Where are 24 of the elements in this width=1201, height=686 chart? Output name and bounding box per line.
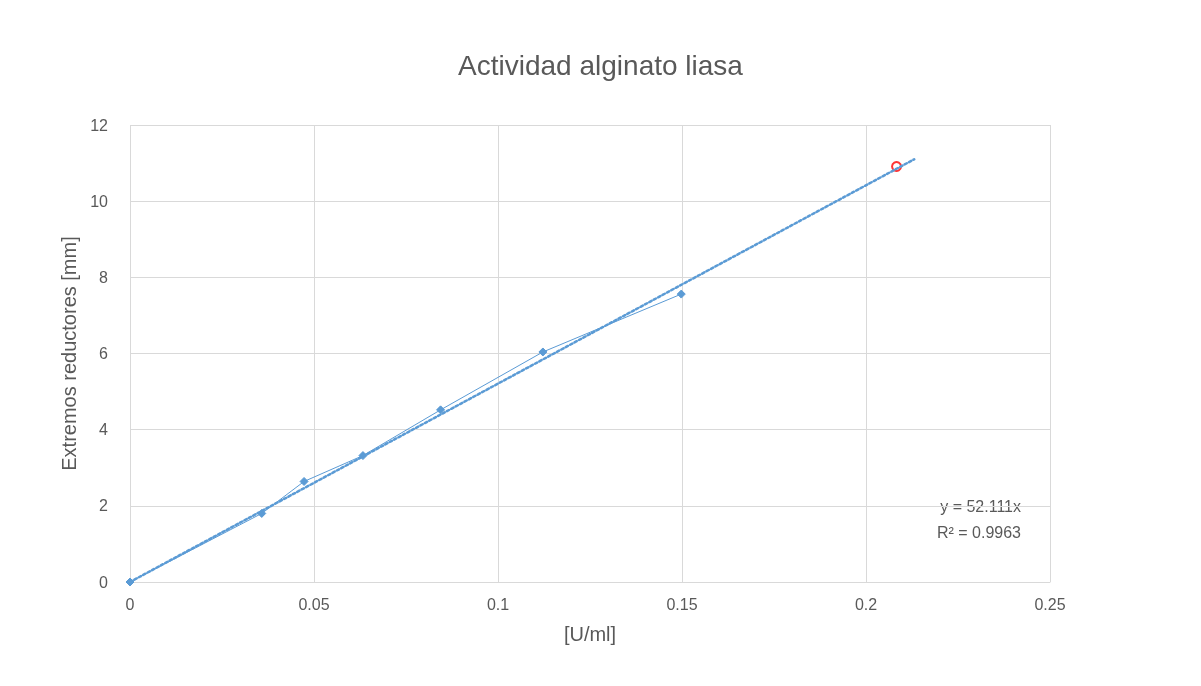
point xyxy=(125,577,135,587)
point xyxy=(538,347,548,357)
x-tick-label: 0.25 xyxy=(1034,595,1066,613)
x-tick-label: 0.1 xyxy=(486,595,510,613)
point xyxy=(358,451,368,461)
y-tick-label: 4 xyxy=(99,421,109,439)
x-tick-label: 0 xyxy=(125,595,135,613)
x-tick-label: 0.2 xyxy=(854,595,878,613)
point xyxy=(436,405,446,415)
x-axis-title: [U/ml] xyxy=(563,623,617,645)
point xyxy=(257,508,267,518)
y-tick-label: 0 xyxy=(99,573,109,591)
chart-title: Actividad alginato liasa xyxy=(458,49,744,81)
y-tick-label: 8 xyxy=(99,268,109,286)
y-tick-label: 10 xyxy=(90,192,109,210)
annotation: R² = 0.9963 xyxy=(936,523,1022,541)
y-axis-title: Extremos reductores [mm] xyxy=(58,236,81,471)
x-tick-label: 0.05 xyxy=(298,595,330,613)
y-tick-label: 2 xyxy=(99,497,109,515)
point xyxy=(676,289,686,299)
x-tick-label: 0.15 xyxy=(666,595,698,613)
y-tick-label: 6 xyxy=(99,345,109,362)
y-tick-label: 12 xyxy=(90,116,109,134)
point xyxy=(299,476,309,486)
